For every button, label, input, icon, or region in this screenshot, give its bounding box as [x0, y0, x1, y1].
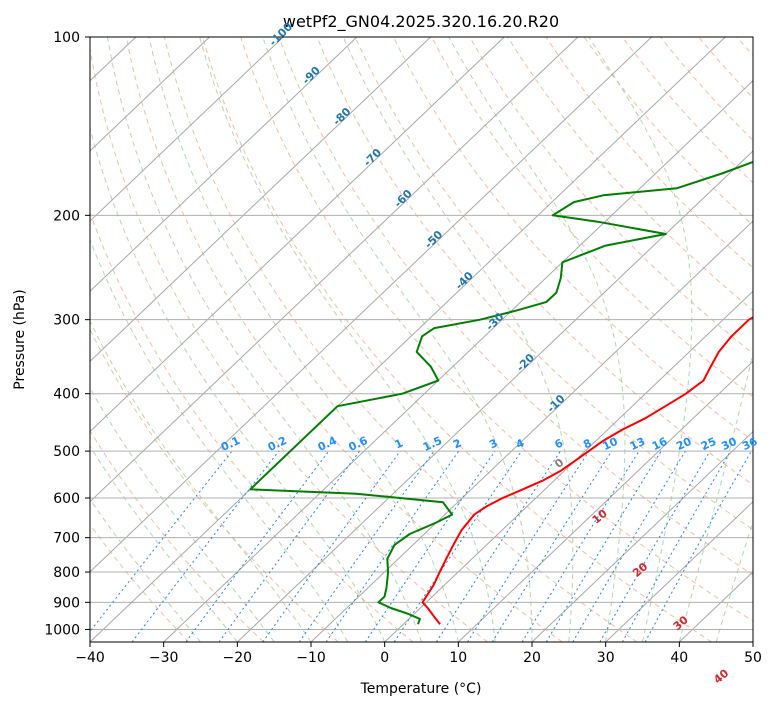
isotherm — [90, 37, 505, 433]
dry-adiabat — [278, 37, 753, 576]
dry-adiabat — [240, 37, 753, 622]
x-tick-label: 20 — [523, 650, 541, 666]
mixing-ratio-line — [298, 450, 435, 642]
isotherm — [90, 37, 210, 152]
y-tick-label: 500 — [53, 444, 80, 460]
x-tick-label: −10 — [296, 650, 326, 666]
plot-frame — [89, 36, 754, 643]
isotherm — [90, 37, 726, 642]
mixing-ratio-line — [393, 450, 523, 642]
isotherm — [236, 150, 753, 642]
moist-adiabat — [262, 37, 533, 642]
x-tick-label: −30 — [149, 650, 179, 666]
x-tick-label: 30 — [597, 650, 615, 666]
isotherm — [90, 37, 358, 292]
y-tick-label: 600 — [53, 491, 80, 507]
dry-adiabat — [316, 37, 753, 531]
x-axis-title: Temperature (°C) — [360, 681, 482, 697]
mixing-ratio-line — [325, 450, 460, 642]
moist-adiabat — [90, 498, 201, 642]
dewpoint-profile — [249, 160, 753, 625]
axes: −40 −30 −20 −10 0 10 20 30 40 50 100 200 300 400 500 60… — [44, 30, 762, 666]
data-layer — [249, 160, 753, 625]
y-tick-label: 800 — [53, 565, 80, 581]
dry-adiabat — [583, 37, 753, 226]
y-tick-label: 900 — [53, 595, 80, 611]
x-tick-label: −40 — [75, 650, 105, 666]
mixing-ratio-line — [90, 450, 233, 633]
mixing-ratio-line — [644, 450, 752, 642]
y-tick-label: 100 — [53, 30, 80, 46]
dry-adiabat — [90, 328, 339, 642]
dry-adiabat — [202, 37, 712, 642]
y-tick-label: 400 — [53, 387, 80, 403]
isotherm — [310, 220, 753, 642]
mixing-ratio-line — [262, 450, 401, 642]
isotherm — [90, 37, 652, 573]
isotherm — [605, 500, 753, 642]
mixing-ratio-line — [521, 450, 640, 642]
y-axis-title: Pressure (hPa) — [12, 289, 28, 389]
moist-adiabat — [448, 37, 626, 642]
y-tick-label: 300 — [53, 313, 80, 329]
dry-adiabat — [90, 45, 488, 642]
mixing-ratio-label: 36 — [740, 435, 760, 453]
dry-adiabat — [469, 37, 753, 355]
moist-adiabat — [90, 126, 386, 642]
mixing-ratio-label: 20 — [674, 435, 694, 453]
mixing-ratio-label: 13 — [628, 435, 647, 453]
mixing-ratio-label: 10 — [601, 435, 621, 453]
mixing-ratio-label: 25 — [699, 435, 718, 453]
isotherm — [90, 37, 431, 363]
dry-adiabat — [125, 37, 563, 642]
plot-area — [90, 37, 753, 642]
dry-adiabat — [90, 429, 264, 642]
mixing-ratio-label: 30 — [719, 435, 739, 453]
moist-adiabat — [106, 37, 422, 642]
isotherm — [90, 37, 579, 503]
grid-layer — [90, 37, 753, 642]
moist-adiabat — [90, 238, 349, 642]
mixing-ratio-line — [131, 450, 280, 642]
dry-adiabat — [354, 37, 753, 486]
chart-title: wetPf2_GN04.2025.320.16.20.R20 — [283, 12, 559, 32]
isotherm — [163, 80, 753, 642]
isotherm — [457, 360, 753, 642]
x-tick-label: −20 — [223, 650, 253, 666]
mixing-ratio-line — [545, 450, 662, 642]
temperature-profile — [421, 316, 753, 625]
x-tick-label: 40 — [670, 650, 688, 666]
y-tick-label: 700 — [53, 531, 80, 547]
dry-adiabat — [621, 37, 753, 184]
dry-adiabat — [660, 37, 753, 142]
isotherm — [90, 37, 284, 222]
dry-adiabat — [507, 37, 753, 312]
mixing-ratio-line — [621, 450, 732, 642]
isotherm — [531, 430, 753, 642]
y-tick-label: 200 — [53, 208, 80, 224]
x-tick-label: 10 — [449, 650, 467, 666]
mixing-ratio-label: 16 — [650, 435, 670, 453]
y-tick-label: 1000 — [44, 622, 80, 638]
x-tick-label: 50 — [744, 650, 762, 666]
isotherm — [384, 290, 753, 642]
x-tick-label: 0 — [380, 650, 389, 666]
dry-adiabat — [545, 37, 753, 269]
moist-adiabat — [342, 37, 574, 642]
mixing-ratio-line — [572, 450, 686, 642]
mixing-ratio-line — [599, 450, 711, 642]
